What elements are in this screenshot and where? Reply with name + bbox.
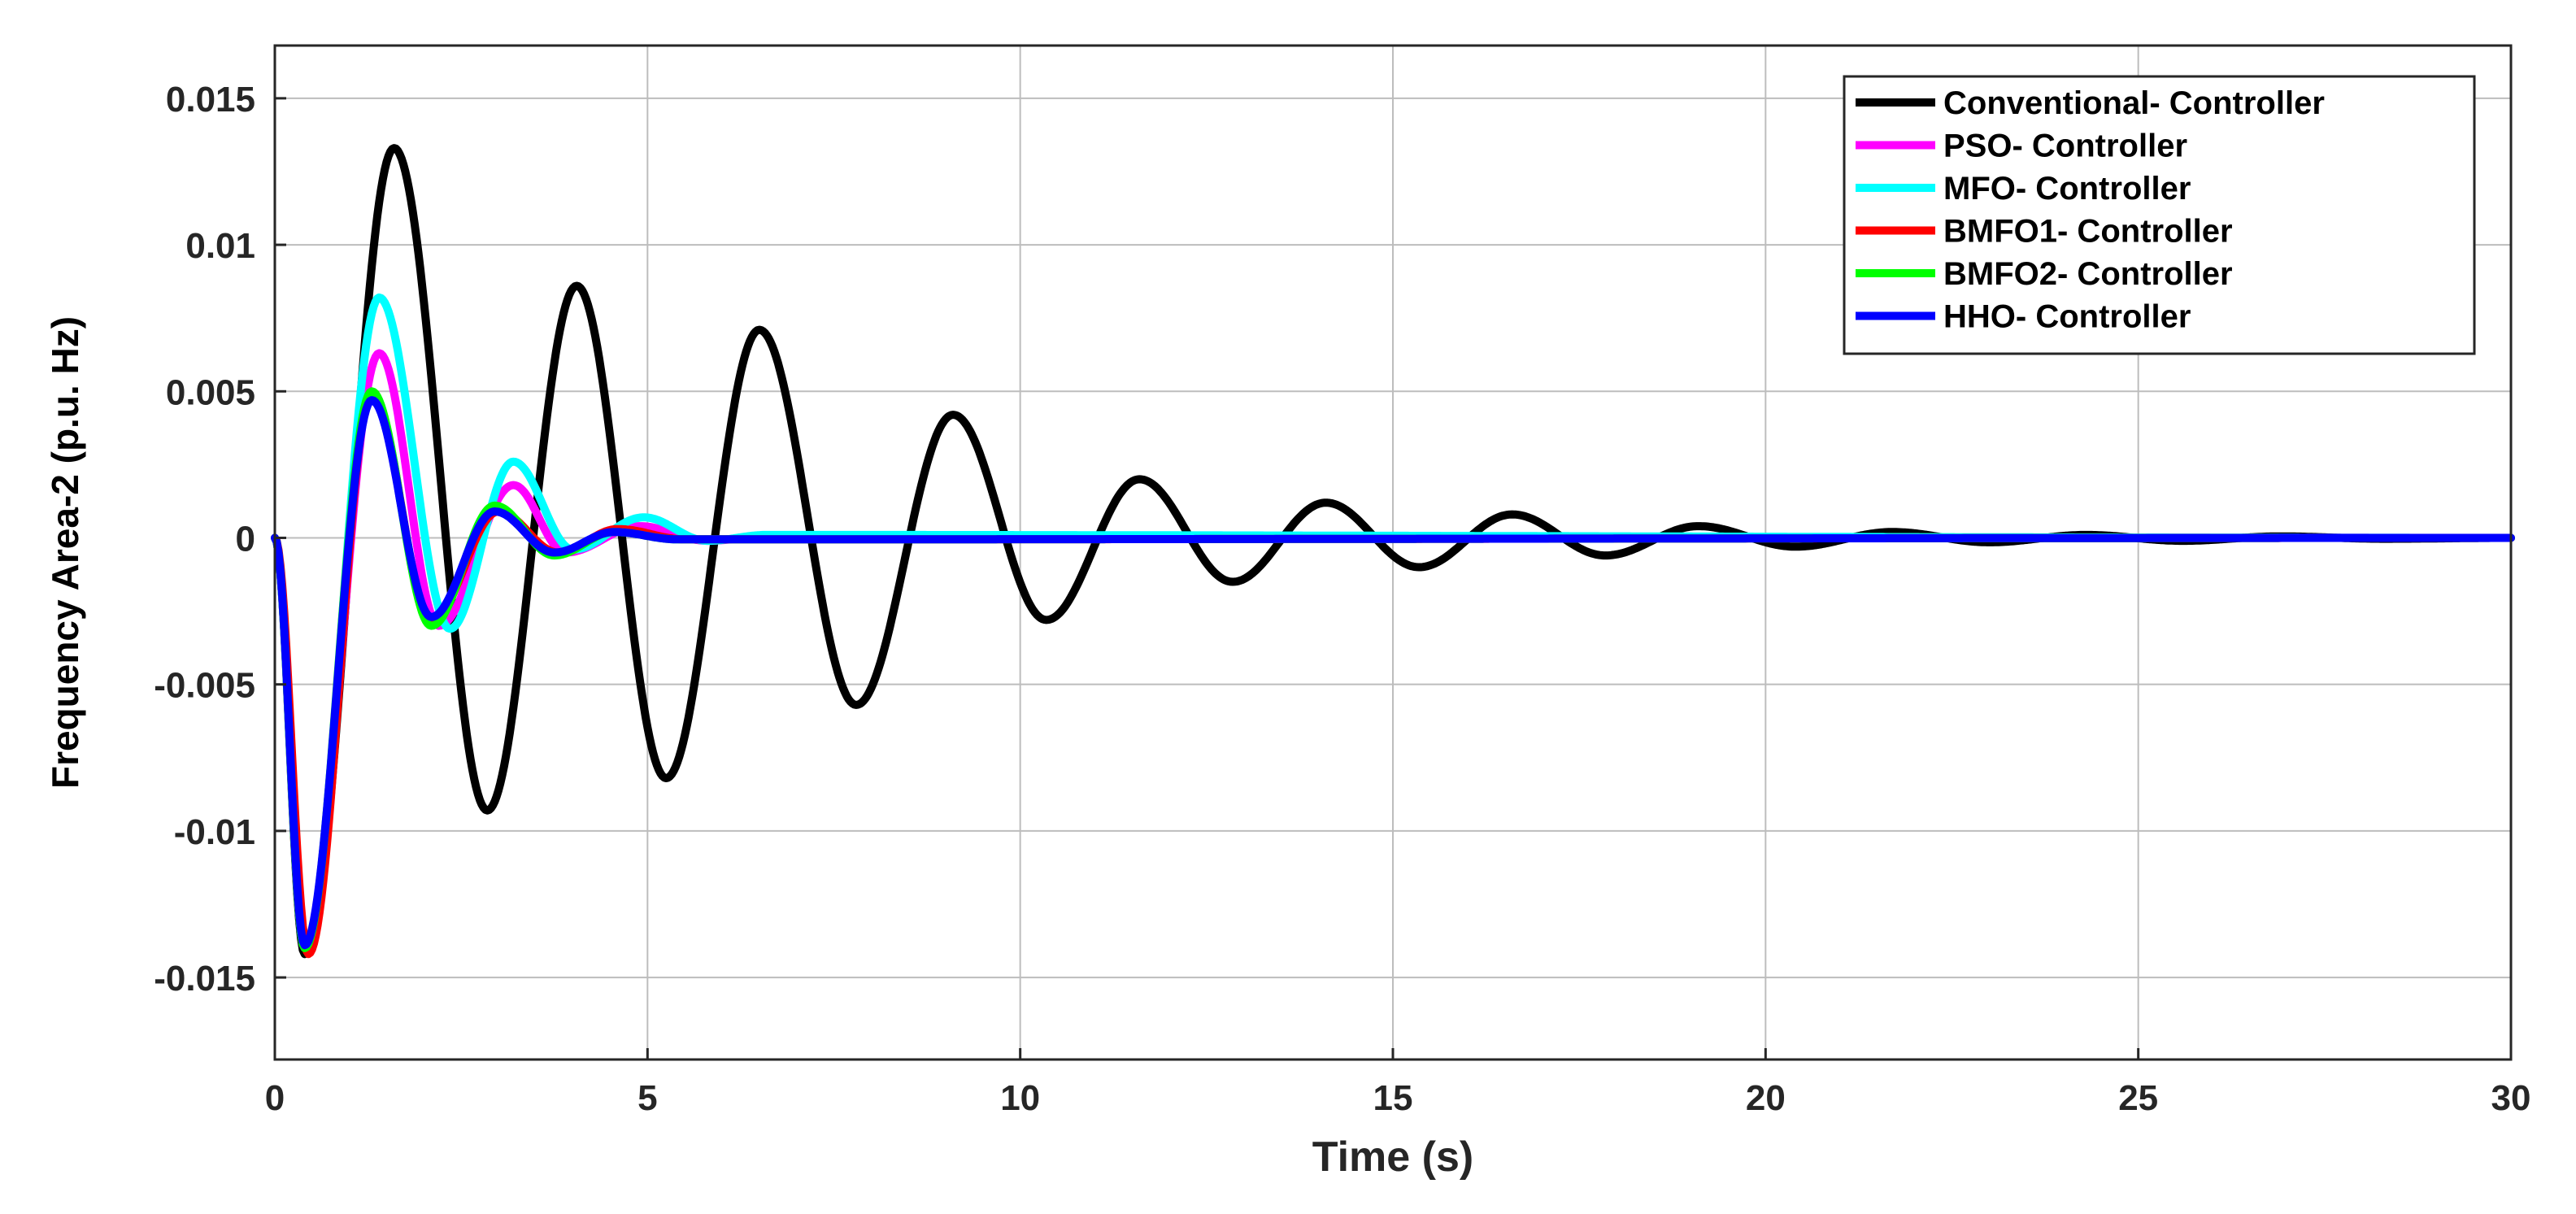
legend-entry: Conventional- Controller	[1943, 85, 2325, 121]
y-tick-label: 0.005	[166, 372, 255, 412]
y-tick-label: 0.01	[185, 226, 255, 266]
series-line-hho-controller	[271, 396, 2515, 950]
y-tick-label: -0.005	[154, 666, 255, 706]
x-tick-label: 30	[2491, 1078, 2531, 1118]
x-tick-label: 25	[2118, 1078, 2158, 1118]
x-axis: 0 5 10 15 20 25 30	[265, 1048, 2531, 1118]
y-tick-label: -0.015	[154, 959, 255, 999]
legend-entry: PSO- Controller	[1943, 128, 2187, 164]
x-tick-label: 0	[265, 1078, 285, 1118]
y-tick-label: 0	[236, 519, 255, 559]
x-axis-label: Time (s)	[1312, 1134, 1473, 1181]
y-axis: 0.015 0.01 0.005 0 -0.005 -0.01 -0.015	[154, 80, 286, 999]
legend: Conventional- Controller PSO- Controller M…	[1843, 75, 2476, 355]
x-tick-label: 20	[1746, 1078, 1786, 1118]
legend-entry: BMFO2- Controller	[1943, 256, 2233, 292]
x-tick-label: 15	[1373, 1078, 1413, 1118]
x-tick-label: 10	[1000, 1078, 1040, 1118]
legend-entry: HHO- Controller	[1943, 299, 2191, 335]
legend-box	[1843, 75, 2476, 355]
y-tick-label: -0.01	[174, 812, 255, 852]
y-axis-label: Frequency Area-2 (p.u. Hz)	[44, 316, 86, 789]
x-tick-label: 5	[637, 1078, 657, 1118]
y-tick-label: 0.015	[166, 80, 255, 120]
legend-entry: BMFO1- Controller	[1943, 214, 2233, 250]
series-layer	[271, 144, 2515, 959]
legend-entry: MFO- Controller	[1943, 171, 2191, 207]
